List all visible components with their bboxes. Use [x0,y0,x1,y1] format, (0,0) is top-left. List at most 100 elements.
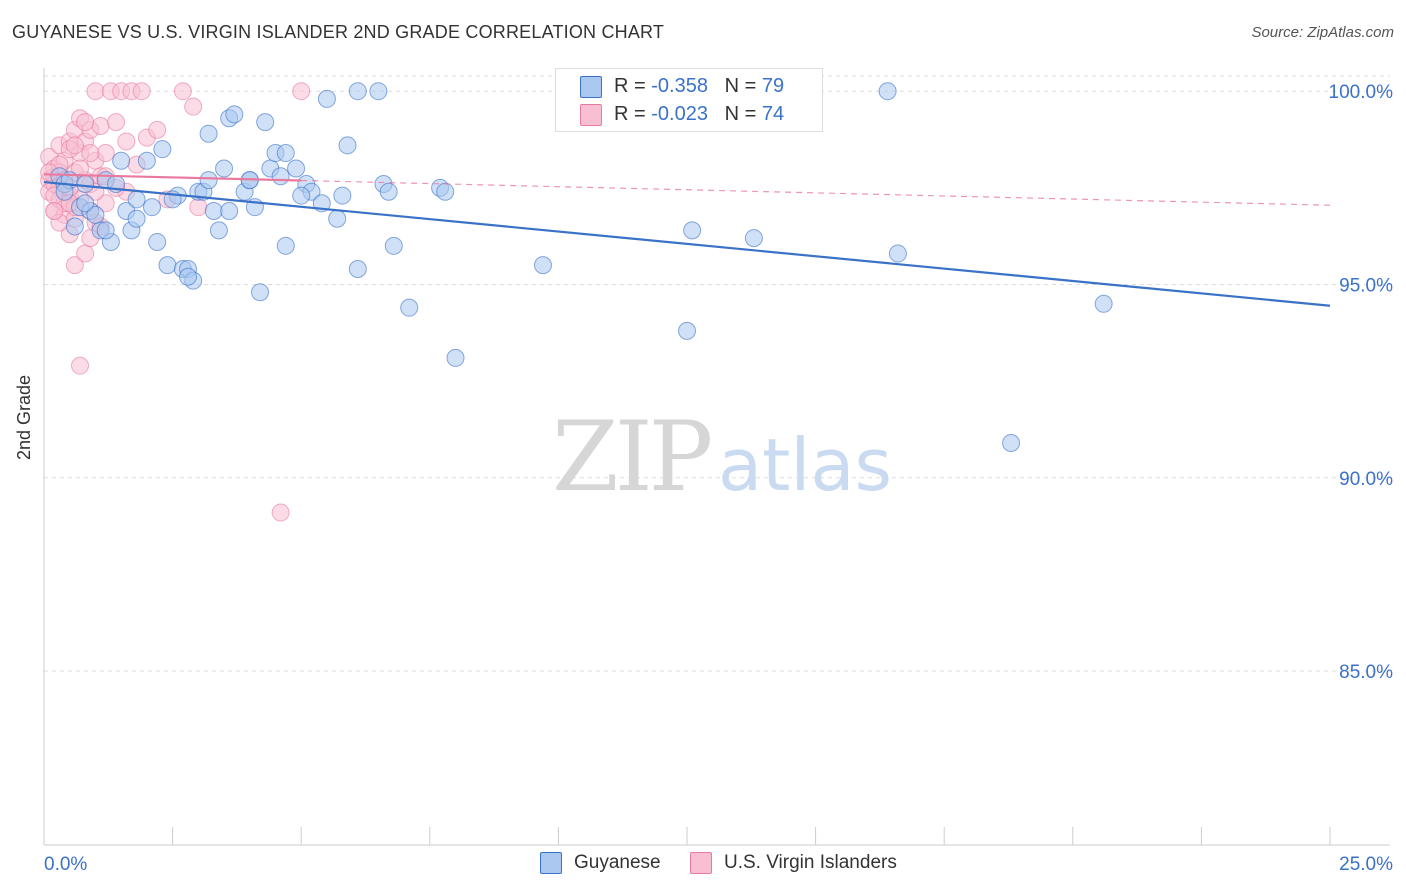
guyanese-point [348,260,367,279]
guyanese-point [96,221,115,240]
guyanese-point [215,159,234,178]
guyanese-point [276,236,295,255]
virgin-islanders-point [86,82,105,101]
guyanese-point [744,229,763,248]
r-label-virgin-islanders: R = [614,102,652,125]
virgin-islanders-legend-label: U.S. Virgin Islanders [724,852,897,873]
virgin-islanders-point [65,136,84,155]
guyanese-point [400,298,419,317]
virgin-islanders-point [292,82,311,101]
guyanese-point [127,209,146,228]
virgin-islanders-point [189,198,208,217]
guyanese-point [209,221,228,240]
guyanese-point [199,124,218,143]
n-value-virgin-islanders: 74 [761,102,785,125]
virgin-islanders-trend-line [43,173,302,182]
guyanese-point [220,202,239,221]
y-tick-label: 85.0% [1339,662,1393,683]
virgin-islanders-trend-extension [301,179,1331,206]
virgin-islanders-point [45,202,64,221]
x-tick-label: 0.0% [44,854,87,875]
guyanese-legend-swatch [540,852,562,874]
y-tick-label: 100.0% [1329,82,1394,103]
guyanese-point [225,105,244,124]
guyanese-point [158,256,177,275]
y-tick-label: 90.0% [1339,469,1393,490]
legend-item-virgin-islanders: U.S. Virgin Islanders [690,852,897,874]
guyanese-point [379,182,398,201]
guyanese-point [888,244,907,263]
guyanese-trend-line [43,180,1331,307]
guyanese-point [271,167,290,186]
guyanese-point [533,256,552,275]
virgin-islanders-point [71,356,90,375]
guyanese-point [369,82,388,101]
guyanese-point [251,283,270,302]
guyanese-swatch [580,76,602,98]
y-tick-label: 95.0% [1339,275,1393,296]
virgin-islanders-point [81,144,100,163]
guyanese-point [328,209,347,228]
source-label: Source: ZipAtlas.com [1251,24,1394,41]
guyanese-point [878,82,897,101]
virgin-islanders-point [117,132,136,151]
guyanese-point [153,140,172,159]
r-value-virgin-islanders: -0.023 [651,102,708,125]
virgin-islanders-swatch [580,104,602,126]
legend-row-virgin-islanders: R = -0.023 N = 74 [580,102,785,126]
virgin-islanders-point [173,82,192,101]
guyanese-point [678,321,696,340]
guyanese-point [76,174,95,193]
guyanese-point [276,144,295,163]
guyanese-point [204,202,223,221]
legend-item-guyanese: Guyanese [540,852,661,874]
correlation-legend: R = -0.358 N = 79 R = -0.023 N = 74 [555,68,823,132]
guyanese-point [683,221,702,240]
guyanese-point [127,190,146,209]
virgin-islanders-point [107,113,126,132]
r-label-guyanese: R = [614,74,652,97]
guyanese-point [317,89,336,108]
virgin-islanders-point [184,97,203,116]
guyanese-point [292,186,311,205]
guyanese-point [446,348,465,367]
guyanese-legend-label: Guyanese [574,852,661,873]
guyanese-point [65,217,84,236]
guyanese-point [143,198,162,217]
guyanese-point [112,151,131,170]
guyanese-point [86,205,105,224]
n-label-virgin-islanders: N = [724,102,762,125]
virgin-islanders-point [76,113,95,132]
n-value-guyanese: 79 [761,74,785,97]
guyanese-point [55,182,74,201]
legend-row-guyanese: R = -0.358 N = 79 [580,74,785,98]
virgin-islanders-point [96,194,115,213]
x-tick-label: 25.0% [1339,854,1393,875]
virgin-islanders-point [96,144,115,163]
guyanese-point [1094,294,1113,313]
guyanese-point [348,82,367,101]
virgin-islanders-point [76,244,95,263]
guyanese-point [338,136,357,155]
n-label-guyanese: N = [724,74,762,97]
guyanese-point [76,194,95,213]
virgin-islanders-point [148,120,167,139]
guyanese-point [179,267,198,286]
chart-title: GUYANESE VS U.S. VIRGIN ISLANDER 2ND GRA… [12,22,665,42]
guyanese-point [256,113,275,132]
guyanese-point [436,182,455,201]
watermark-zip: ZIP [552,401,711,513]
y-axis-label: 2nd Grade [14,374,34,460]
virgin-islanders-point [65,256,84,275]
virgin-islanders-point [271,503,290,522]
virgin-islanders-point [91,116,110,135]
guyanese-point [148,232,167,251]
watermark-atlas: atlas [718,423,892,507]
r-value-guyanese: -0.358 [651,74,708,97]
guyanese-point [137,151,156,170]
guyanese-point [333,186,352,205]
guyanese-point [287,159,306,178]
guyanese-point [199,171,218,190]
guyanese-point [384,236,403,255]
